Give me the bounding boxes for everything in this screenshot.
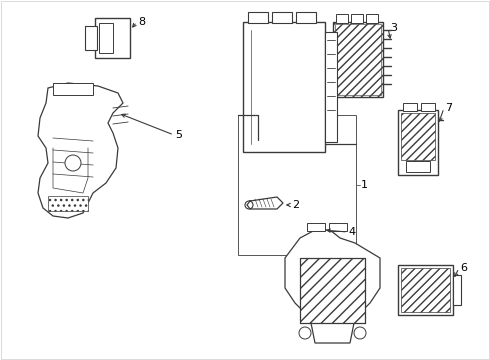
Bar — [366, 14, 378, 23]
Bar — [53, 83, 93, 95]
Bar — [401, 268, 450, 312]
Bar — [85, 26, 97, 50]
Bar — [248, 12, 268, 23]
Bar — [329, 223, 347, 231]
Bar — [325, 42, 335, 72]
Text: 3: 3 — [390, 23, 397, 33]
Polygon shape — [285, 230, 380, 343]
Bar — [401, 113, 435, 160]
Bar — [325, 32, 337, 142]
Polygon shape — [38, 83, 123, 218]
Bar — [403, 103, 417, 111]
Bar — [398, 110, 438, 175]
Bar — [296, 12, 316, 23]
Circle shape — [65, 155, 81, 171]
Bar — [406, 161, 430, 172]
Bar — [272, 12, 292, 23]
Circle shape — [88, 35, 95, 41]
Text: 2: 2 — [292, 200, 299, 210]
Bar — [243, 22, 325, 152]
Bar — [333, 22, 383, 97]
Text: 1: 1 — [361, 180, 368, 190]
Bar — [351, 14, 363, 23]
Bar — [453, 275, 461, 305]
Bar — [48, 196, 88, 211]
Bar — [421, 103, 435, 111]
Bar — [307, 223, 325, 231]
Bar — [300, 258, 365, 323]
Text: 5: 5 — [175, 130, 182, 140]
Bar — [95, 18, 130, 58]
Bar — [238, 115, 356, 255]
Bar — [336, 14, 348, 23]
Bar — [335, 24, 381, 95]
Circle shape — [354, 327, 366, 339]
Bar — [398, 265, 453, 315]
Circle shape — [250, 124, 266, 140]
Circle shape — [299, 327, 311, 339]
Circle shape — [245, 201, 253, 209]
Bar — [99, 23, 113, 53]
Text: 4: 4 — [348, 227, 355, 237]
Text: 6: 6 — [460, 263, 467, 273]
Text: 7: 7 — [445, 103, 452, 113]
Text: 8: 8 — [138, 17, 145, 27]
